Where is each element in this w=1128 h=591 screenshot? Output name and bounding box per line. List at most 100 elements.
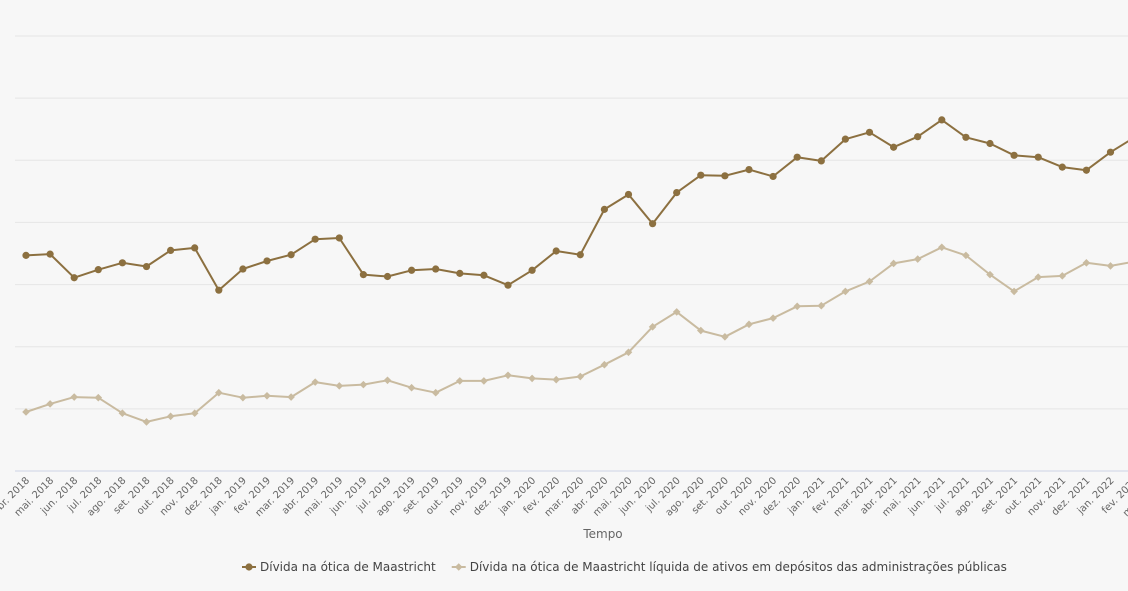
data-point bbox=[287, 393, 295, 401]
series-line bbox=[25, 118, 1128, 292]
data-point bbox=[166, 412, 175, 421]
data-point bbox=[1106, 148, 1115, 156]
data-point bbox=[456, 269, 464, 277]
data-point bbox=[408, 266, 416, 274]
data-point bbox=[22, 251, 30, 259]
data-point bbox=[528, 266, 536, 274]
data-point bbox=[46, 400, 54, 408]
data-point bbox=[986, 270, 994, 279]
data-point bbox=[118, 409, 127, 418]
data-point bbox=[913, 255, 922, 263]
data-point bbox=[648, 323, 657, 331]
data-point bbox=[263, 257, 271, 265]
data-point bbox=[769, 314, 777, 322]
data-point bbox=[793, 153, 801, 161]
data-point bbox=[672, 308, 681, 316]
data-point bbox=[263, 392, 271, 400]
data-point bbox=[70, 393, 78, 401]
data-point bbox=[1034, 273, 1042, 281]
data-point bbox=[142, 418, 151, 426]
data-point bbox=[480, 271, 488, 279]
data-point bbox=[118, 259, 126, 267]
data-point bbox=[1082, 259, 1091, 267]
data-point bbox=[889, 259, 898, 268]
legend-label: Dívida na ótica de Maastricht bbox=[260, 560, 436, 574]
data-point bbox=[624, 190, 633, 199]
data-point bbox=[721, 332, 729, 341]
data-point bbox=[287, 251, 295, 259]
data-point bbox=[504, 281, 512, 289]
data-point bbox=[359, 380, 368, 389]
data-point bbox=[745, 166, 753, 174]
data-point bbox=[480, 377, 488, 385]
data-point bbox=[769, 172, 777, 181]
data-point bbox=[456, 377, 464, 385]
data-point bbox=[311, 235, 319, 243]
data-point bbox=[335, 234, 343, 242]
legend-item-1: Dívida na ótica de Maastricht bbox=[242, 560, 436, 574]
data-point bbox=[407, 383, 416, 392]
data-point bbox=[962, 133, 970, 141]
data-point bbox=[191, 244, 199, 252]
data-point bbox=[504, 371, 512, 380]
data-point bbox=[673, 189, 681, 197]
data-point bbox=[624, 348, 633, 357]
data-point bbox=[1058, 272, 1067, 280]
data-point bbox=[914, 133, 922, 141]
data-point bbox=[552, 375, 560, 384]
data-point bbox=[70, 274, 78, 282]
data-point bbox=[1082, 166, 1090, 174]
data-point bbox=[986, 139, 994, 148]
series-2 bbox=[22, 243, 1128, 426]
data-point bbox=[335, 382, 344, 390]
data-point bbox=[431, 388, 440, 397]
data-point bbox=[865, 277, 874, 286]
data-point bbox=[865, 128, 874, 136]
data-point bbox=[721, 172, 729, 180]
series-1 bbox=[22, 116, 1128, 294]
data-point bbox=[576, 251, 584, 259]
data-point bbox=[793, 302, 801, 311]
data-point bbox=[1106, 262, 1115, 270]
data-point bbox=[817, 157, 825, 165]
data-point bbox=[1010, 287, 1018, 296]
data-point bbox=[552, 247, 560, 255]
data-point bbox=[841, 287, 850, 296]
data-point bbox=[359, 271, 367, 279]
legend-item-2: Dívida na ótica de Maastricht líquida de… bbox=[451, 560, 1007, 574]
data-point bbox=[938, 116, 946, 124]
series-group bbox=[22, 116, 1128, 426]
data-point bbox=[432, 265, 440, 273]
data-point bbox=[841, 135, 850, 143]
legend-marker bbox=[454, 563, 463, 571]
legend-marker bbox=[245, 563, 253, 571]
x-axis-title: Tempo bbox=[582, 527, 622, 541]
data-point bbox=[1034, 153, 1042, 161]
data-point bbox=[1058, 163, 1066, 171]
legend: Dívida na ótica de Maastricht Dívida na ó… bbox=[242, 560, 1007, 574]
data-point bbox=[215, 388, 223, 397]
data-point bbox=[697, 171, 705, 179]
data-point bbox=[817, 301, 826, 310]
series-line bbox=[25, 246, 1128, 423]
data-point bbox=[239, 393, 247, 402]
data-point bbox=[142, 262, 151, 271]
data-point bbox=[1010, 151, 1018, 159]
data-point bbox=[215, 286, 223, 294]
data-point bbox=[46, 250, 54, 258]
data-point bbox=[962, 251, 970, 260]
data-point bbox=[890, 143, 898, 151]
data-point bbox=[94, 393, 103, 402]
data-point bbox=[528, 374, 536, 383]
data-point bbox=[576, 372, 585, 381]
data-point bbox=[167, 246, 175, 254]
data-point bbox=[311, 378, 319, 386]
data-point bbox=[697, 326, 705, 335]
data-point bbox=[190, 409, 199, 418]
data-point bbox=[600, 360, 609, 369]
data-point bbox=[938, 243, 946, 252]
data-point bbox=[745, 320, 753, 329]
